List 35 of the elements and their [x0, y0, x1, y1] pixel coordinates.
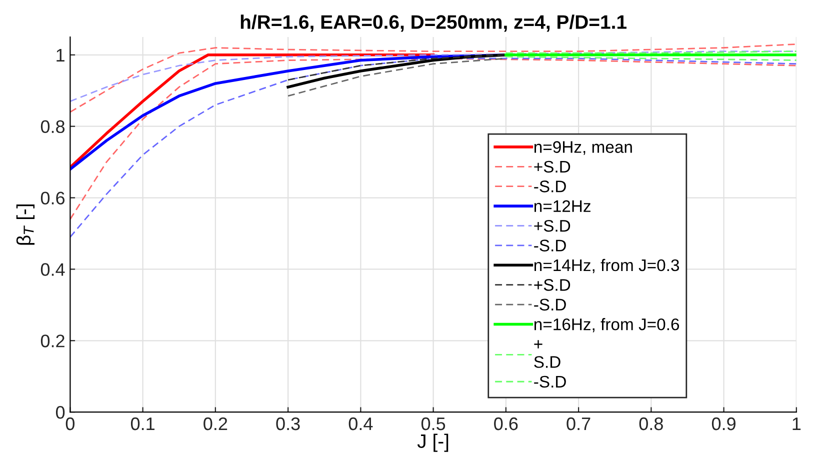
y-tick-label: 0.6 — [40, 192, 65, 204]
legend-label: +S.D — [534, 279, 570, 291]
y-tick-label: 1 — [56, 49, 64, 62]
x-tick-label: 0.4 — [348, 417, 373, 430]
x-tick-label: 0.7 — [566, 417, 590, 430]
legend-label: n=12Hz — [534, 200, 590, 212]
legend-label: -S.D — [534, 180, 566, 192]
x-tick-label: 0.9 — [712, 417, 736, 430]
x-tick-label: 0.2 — [204, 417, 228, 430]
legend-label: n=9Hz, mean — [534, 141, 632, 155]
x-tick-label: 0.8 — [639, 417, 663, 430]
legend-label: +S.D — [534, 220, 570, 232]
x-tick-label: 0.1 — [130, 417, 154, 430]
y-axis-title: β$_{T}$ [-] — [16, 204, 35, 245]
x-tick-label: 1 — [792, 418, 801, 430]
legend-label: + S.D — [534, 340, 560, 368]
y-tick-label: 0.4 — [40, 263, 65, 276]
x-tick-label: 0.5 — [421, 417, 446, 430]
legend-label: +S.D — [534, 160, 570, 173]
y-tick-label: 0.2 — [40, 334, 64, 348]
chart-title: h/R=1.6, EAR=0.6, D=250mm, z=4, P/D=1.1 — [240, 14, 626, 32]
line-series — [70, 43, 796, 113]
legend-label: -S.D — [534, 376, 566, 388]
y-tick-label: 0 — [56, 406, 65, 419]
line-series — [70, 54, 435, 169]
legend-label: -S.D — [534, 240, 566, 252]
x-tick-label: 0.6 — [494, 417, 518, 430]
x-axis-title: J [-] — [417, 434, 448, 452]
y-tick-label: 0.8 — [40, 120, 65, 134]
legend-label: n=14Hz, from J=0.3 — [534, 258, 680, 274]
x-tick-label: 0 — [66, 417, 74, 430]
legend-label: n=16Hz, from J=0.6 — [534, 318, 680, 332]
legend-label: -S.D — [534, 298, 566, 311]
line-series — [287, 54, 507, 81]
x-tick-label: 0.3 — [276, 417, 300, 430]
